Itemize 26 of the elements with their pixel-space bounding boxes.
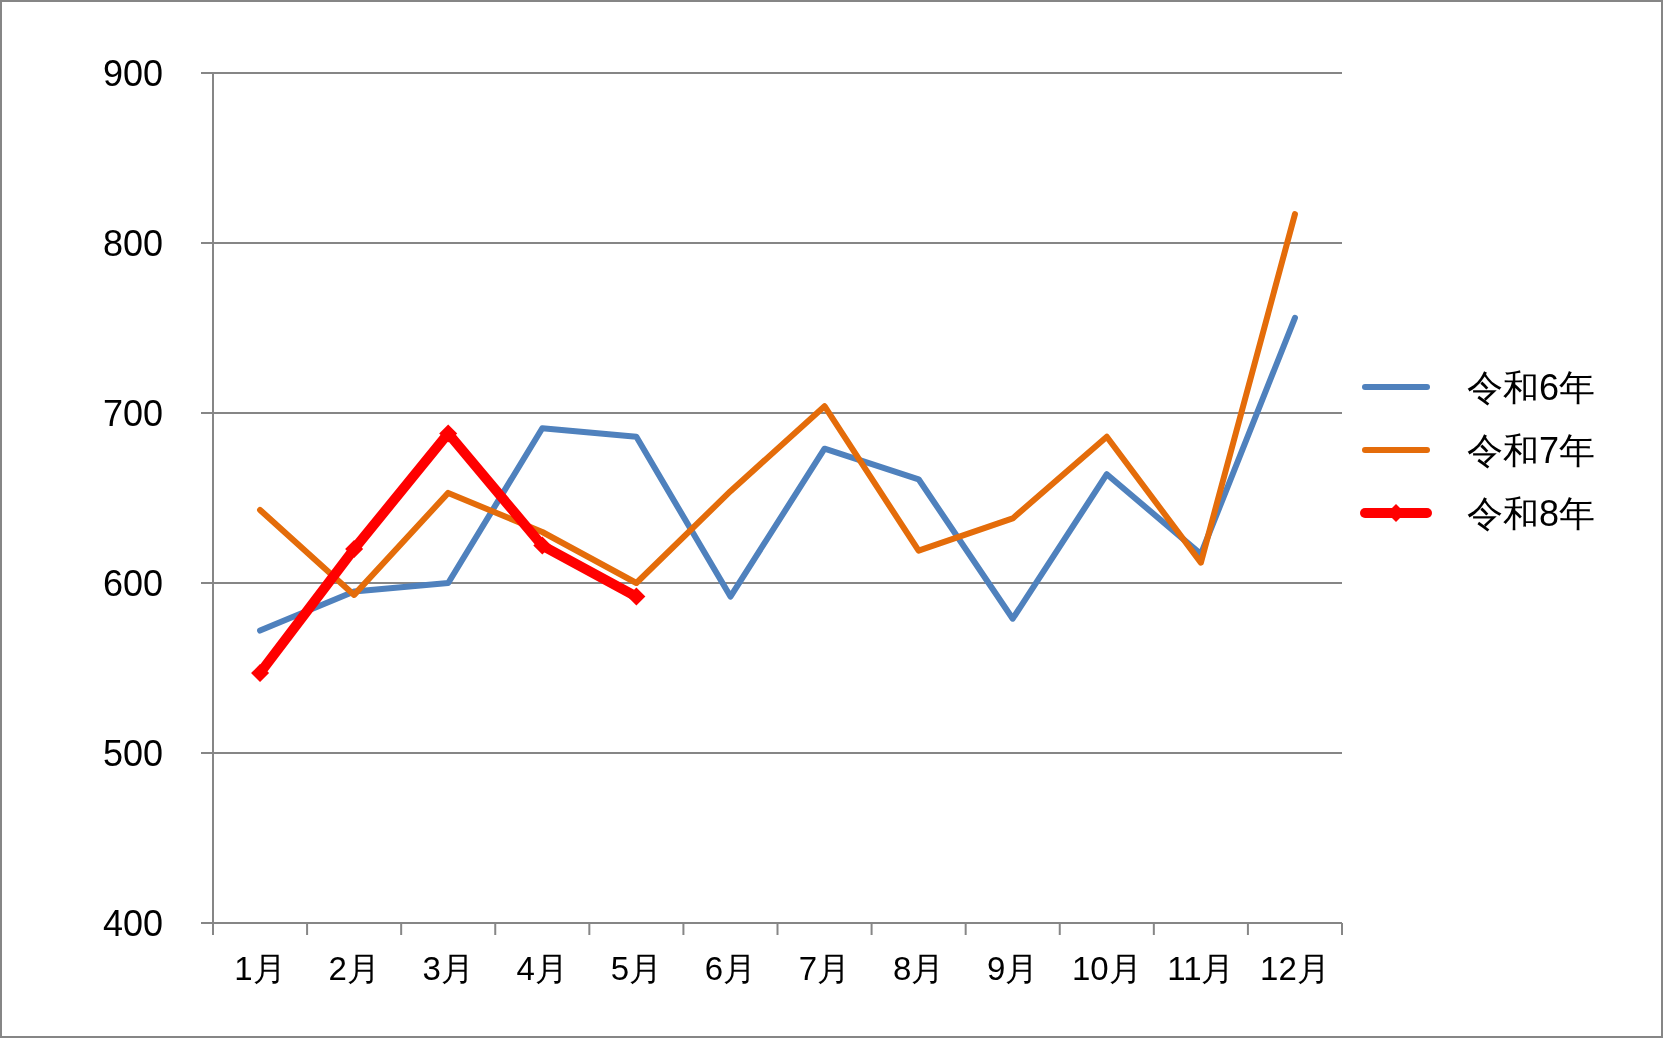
y-tick-label: 400 (102, 903, 163, 944)
x-tick-label: 10月 (1071, 950, 1142, 987)
x-tick-label: 5月 (610, 950, 663, 987)
y-tick-label: 600 (102, 563, 163, 604)
x-tick-label: 7月 (798, 950, 851, 987)
y-tick-label: 500 (102, 733, 163, 774)
x-tick-label: 2月 (328, 950, 380, 987)
y-tick-label: 800 (102, 223, 163, 264)
x-tick-label: 11月 (1167, 950, 1235, 987)
point (627, 587, 646, 606)
x-tick-label: 6月 (704, 950, 757, 987)
y-tick-label: 900 (102, 53, 163, 94)
point (439, 424, 458, 443)
x-tick-label: 3月 (422, 950, 474, 987)
point (533, 536, 552, 555)
legend-label: 令和8年 (1467, 493, 1596, 534)
y-tick-label: 700 (102, 393, 163, 434)
x-tick-label: 4月 (516, 950, 568, 987)
x-tick-label: 12月 (1260, 950, 1330, 987)
x-tick-label: 8月 (892, 950, 945, 987)
x-tick-label: 1月 (234, 950, 286, 987)
legend-label: 令和6年 (1467, 367, 1596, 408)
point (345, 540, 364, 558)
legend-label: 令和7年 (1467, 430, 1596, 471)
x-tick-label: 9月 (987, 950, 1039, 987)
point (251, 664, 270, 683)
